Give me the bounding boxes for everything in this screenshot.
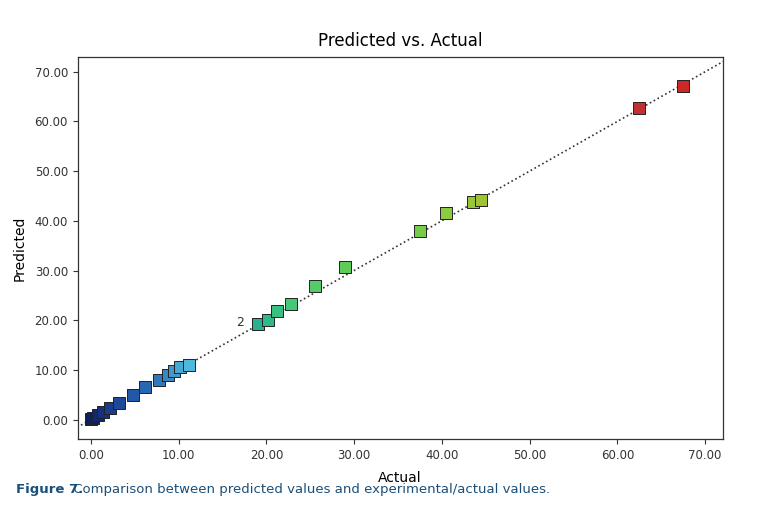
Point (168, 367, 180, 375)
Point (270, 307, 283, 315)
Point (475, 196, 487, 204)
Point (174, 363, 186, 372)
Point (339, 263, 351, 271)
Point (85, 415, 98, 423)
Text: Figure 7.: Figure 7. (16, 483, 83, 496)
Point (113, 399, 125, 407)
Point (183, 361, 195, 370)
Point (284, 300, 297, 309)
Point (251, 320, 263, 328)
Point (677, 82, 689, 90)
Title: Predicted vs. Actual: Predicted vs. Actual (318, 32, 483, 50)
Point (97, 408, 110, 416)
Point (104, 404, 117, 412)
Point (633, 103, 646, 112)
Point (139, 383, 152, 391)
Point (92, 411, 104, 419)
Point (127, 391, 139, 399)
Point (413, 226, 426, 235)
Point (87, 414, 99, 422)
Point (308, 282, 321, 291)
Text: Comparison between predicted values and experimental/actual values.: Comparison between predicted values and … (69, 483, 550, 496)
X-axis label: Actual: Actual (378, 470, 422, 484)
Y-axis label: Predicted: Predicted (12, 216, 26, 281)
Point (466, 198, 479, 206)
Point (262, 316, 274, 324)
Point (162, 371, 174, 379)
Point (440, 209, 452, 218)
Point (153, 376, 166, 384)
Text: 2: 2 (236, 316, 245, 329)
